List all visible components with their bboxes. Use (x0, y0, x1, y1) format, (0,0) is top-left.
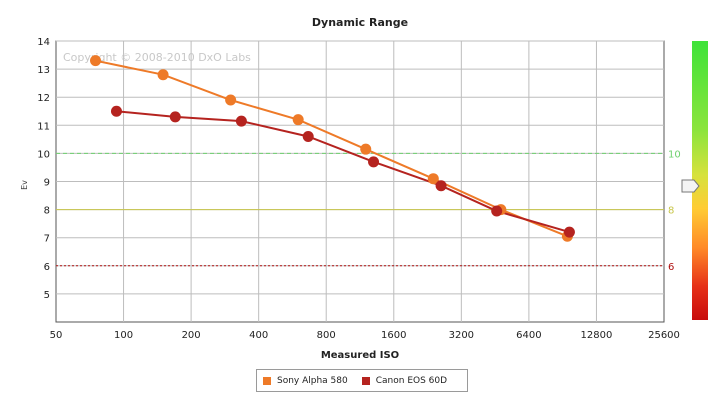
watermark: Copyright © 2008-2010 DxO Labs (63, 51, 251, 64)
legend-item-sony[interactable]: Sony Alpha 580 (263, 376, 348, 386)
reference-label-8: 8 (668, 206, 674, 217)
data-point-1[interactable] (110, 105, 122, 117)
reference-label-6: 6 (668, 262, 674, 273)
y-tick-label: 11 (37, 121, 50, 132)
legend-item-canon[interactable]: Canon EOS 60D (361, 375, 448, 386)
y-tick-label: 6 (44, 262, 50, 273)
y-tick-label: 12 (37, 93, 50, 104)
color-scale-bar (692, 41, 708, 320)
series-line-0 (95, 59, 568, 238)
data-point-1[interactable] (302, 131, 314, 143)
y-tick-label: 10 (37, 149, 50, 160)
x-tick-label: 6400 (516, 330, 541, 341)
y-tick-labels: 5 6 7 8 9 10 11 12 13 14 (37, 37, 50, 301)
legend: Sony Alpha 580 Canon EOS 60D (256, 369, 468, 392)
data-point-1[interactable] (491, 205, 503, 217)
legend-label-canon: Canon EOS 60D (375, 375, 448, 386)
y-tick-label: 9 (44, 178, 50, 189)
x-tick-label: 3200 (449, 330, 474, 341)
data-point-0[interactable] (360, 143, 372, 155)
x-tick-label: 50 (50, 330, 63, 341)
legend-swatch-sony (263, 376, 271, 385)
data-point-0[interactable] (90, 55, 102, 67)
series-line-1 (116, 110, 570, 234)
y-tick-label: 14 (37, 37, 50, 48)
x-tick-labels: 50 100 200 400 800 1600 3200 6400 12800 25600 (50, 330, 680, 341)
reference-lines: 10 8 6 (56, 149, 681, 273)
data-point-0[interactable] (225, 94, 237, 106)
series-group (90, 55, 575, 242)
y-tick-label: 7 (44, 234, 50, 245)
data-point-1[interactable] (563, 226, 575, 238)
scale-slider-handle[interactable] (681, 179, 700, 193)
chart-title: Dynamic Range (312, 16, 408, 29)
x-tick-label: 200 (182, 330, 201, 341)
data-point-0[interactable] (292, 114, 304, 126)
x-tick-label: 12800 (581, 330, 613, 341)
data-point-1[interactable] (435, 180, 447, 192)
x-tick-label: 25600 (648, 330, 680, 341)
x-tick-label: 100 (114, 330, 133, 341)
reference-label-10: 10 (668, 149, 681, 160)
x-tick-label: 1600 (381, 330, 406, 341)
legend-swatch-canon (361, 376, 370, 385)
y-tick-label: 13 (37, 65, 50, 76)
data-point-0[interactable] (157, 69, 169, 81)
x-tick-label: 400 (249, 330, 268, 341)
data-point-1[interactable] (235, 115, 247, 127)
legend-label-sony: Sony Alpha 580 (277, 375, 348, 386)
data-point-1[interactable] (368, 156, 380, 168)
y-tick-label: 5 (44, 290, 50, 301)
y-axis-title: Ev (20, 180, 29, 190)
y-tick-label: 8 (44, 206, 50, 217)
x-tick-label: 800 (317, 330, 336, 341)
data-point-1[interactable] (169, 111, 181, 123)
x-axis-title: Measured ISO (321, 350, 399, 361)
data-point-0[interactable] (427, 173, 439, 185)
